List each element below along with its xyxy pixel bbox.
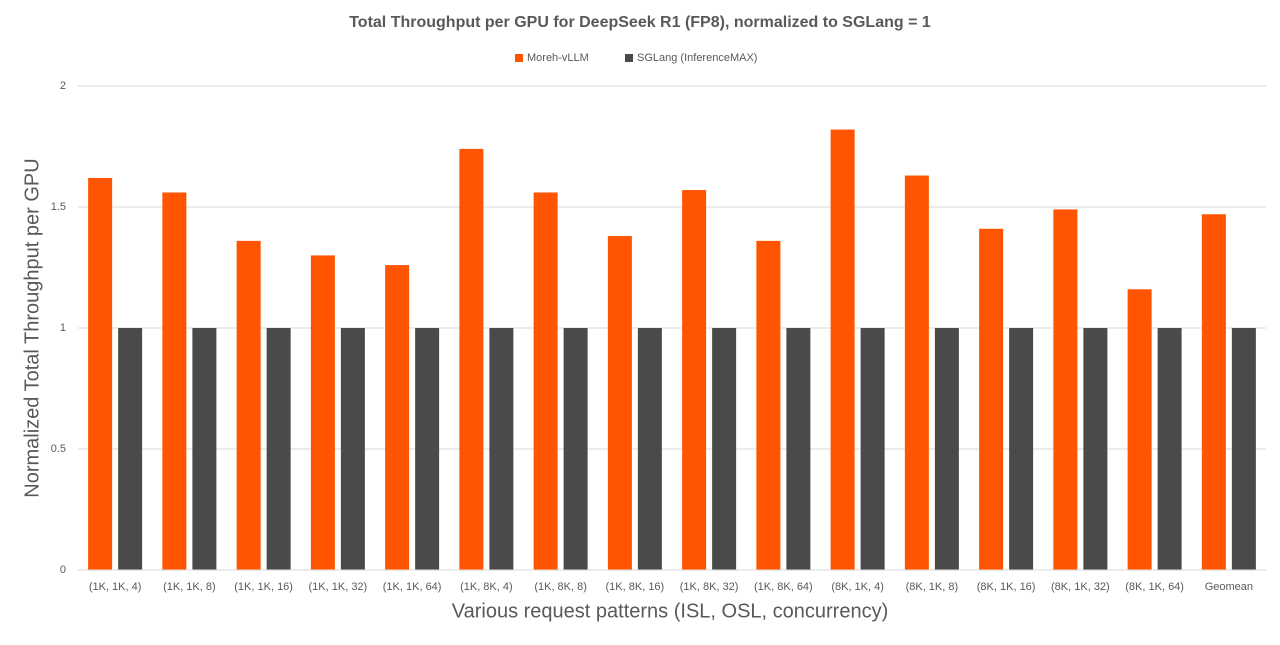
x-tick-label: (1K, 1K, 4) xyxy=(89,581,142,593)
x-tick-label: (1K, 1K, 64) xyxy=(383,581,442,593)
x-tick-label: (1K, 8K, 32) xyxy=(680,581,739,593)
bar xyxy=(1053,209,1078,571)
bar xyxy=(310,255,335,570)
bar xyxy=(236,240,261,570)
x-axis-title: Various request patterns (ISL, OSL, conc… xyxy=(452,600,889,622)
x-tick-label: (8K, 1K, 4) xyxy=(831,581,884,593)
bar xyxy=(904,175,929,571)
x-tick-label: (1K, 8K, 4) xyxy=(460,581,513,593)
bar xyxy=(1083,328,1108,570)
bar xyxy=(607,236,632,571)
x-tick-label: (8K, 1K, 16) xyxy=(977,581,1036,593)
bar xyxy=(860,328,885,570)
legend-label: SGLang (InferenceMAX) xyxy=(637,52,757,64)
y-tick-label: 1 xyxy=(60,322,66,334)
bar xyxy=(162,192,187,571)
x-tick-label: (8K, 1K, 64) xyxy=(1125,581,1184,593)
bar xyxy=(489,328,514,570)
bar xyxy=(830,129,855,570)
bar xyxy=(1157,328,1182,570)
chart-title: Total Throughput per GPU for DeepSeek R1… xyxy=(349,14,931,31)
x-tick-label: (1K, 8K, 8) xyxy=(534,581,587,593)
legend-swatch xyxy=(625,54,633,62)
y-tick-label: 1.5 xyxy=(51,201,66,213)
bar xyxy=(385,265,410,570)
bar xyxy=(415,328,440,570)
bar xyxy=(786,328,811,570)
x-tick-label: (1K, 1K, 8) xyxy=(163,581,216,593)
bar xyxy=(756,240,781,570)
x-tick-label: (8K, 1K, 8) xyxy=(906,581,959,593)
bar xyxy=(1201,214,1226,570)
bar xyxy=(682,190,707,570)
bar xyxy=(459,148,484,571)
legend-swatch xyxy=(515,54,523,62)
bar xyxy=(192,328,217,570)
bar xyxy=(533,192,558,571)
x-tick-label: Geomean xyxy=(1205,581,1253,593)
bar xyxy=(712,328,737,570)
bar xyxy=(266,328,291,570)
y-tick-label: 2 xyxy=(60,80,66,92)
bar xyxy=(934,328,959,570)
bar xyxy=(1127,289,1152,570)
bar xyxy=(1231,328,1256,570)
x-tick-label: (1K, 1K, 32) xyxy=(309,581,368,593)
bar xyxy=(563,328,588,570)
bar xyxy=(637,328,662,570)
bar xyxy=(340,328,365,570)
x-tick-label: (8K, 1K, 32) xyxy=(1051,581,1110,593)
x-tick-label: (1K, 8K, 16) xyxy=(606,581,665,593)
x-tick-label: (1K, 8K, 64) xyxy=(754,581,813,593)
y-tick-label: 0 xyxy=(60,564,66,576)
bar xyxy=(118,328,143,570)
x-tick-label: (1K, 1K, 16) xyxy=(234,581,293,593)
legend-label: Moreh-vLLM xyxy=(527,52,589,64)
y-axis-title: Normalized Total Throughput per GPU xyxy=(21,158,43,497)
y-tick-label: 0.5 xyxy=(51,443,66,455)
bar xyxy=(1009,328,1034,570)
bar xyxy=(979,228,1004,570)
bar xyxy=(88,177,113,570)
